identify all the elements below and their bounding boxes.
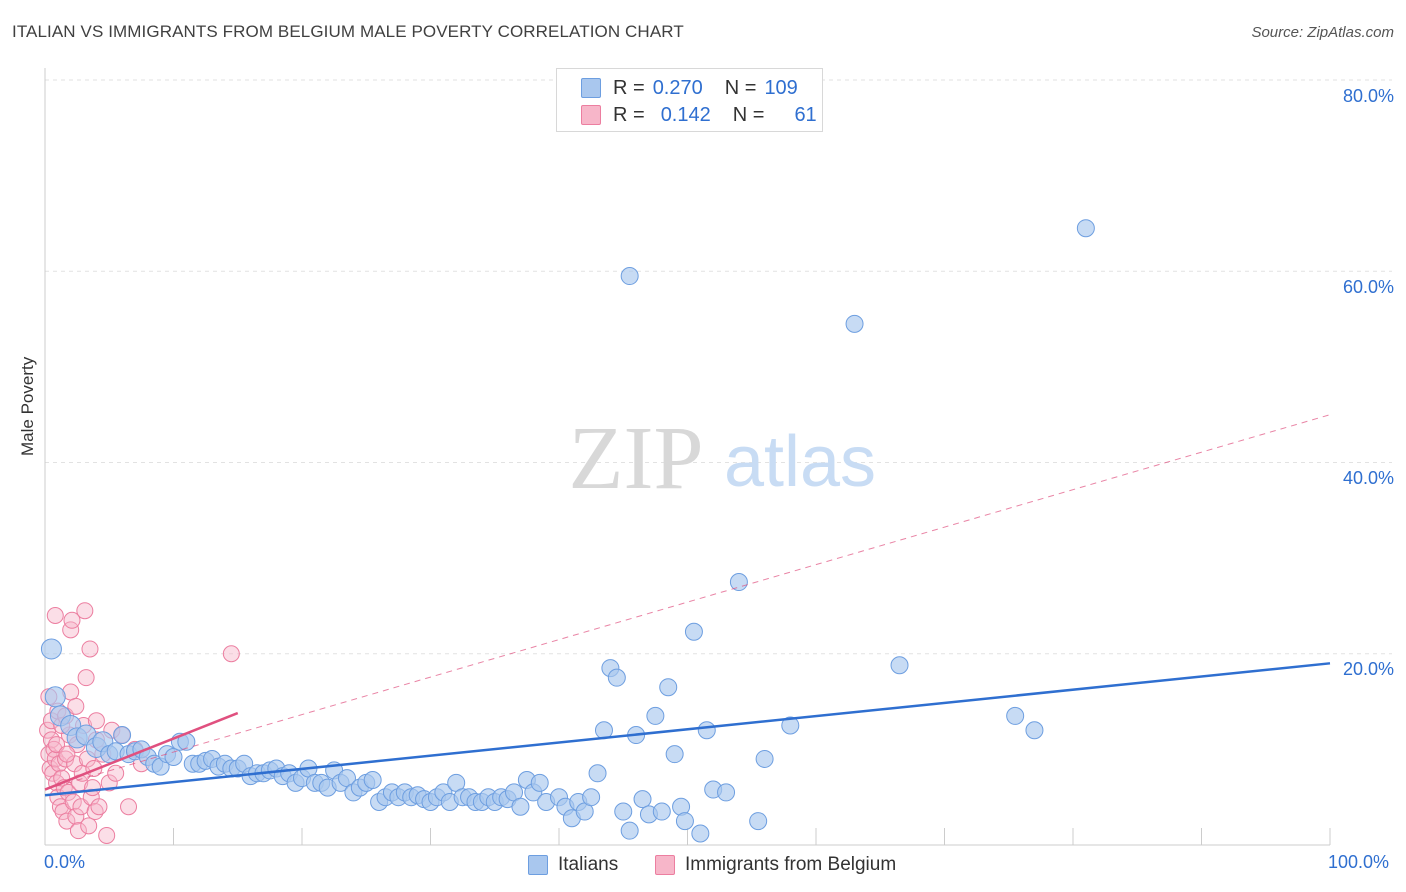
belgium-point [67, 697, 85, 715]
y-tick-80: 80.0% [1342, 86, 1394, 106]
legend-row-italians: R = 0.270 N = 109 [581, 75, 798, 101]
belgium-trend-extension [44, 414, 1331, 791]
italians-point [113, 726, 132, 745]
italians-point [44, 686, 66, 708]
belgium-point [120, 798, 138, 816]
bottom-legend-belgium: Immigrants from Belgium [655, 852, 896, 878]
bottom-legend-label: Italians [558, 854, 619, 875]
y-tick-40: 40.0% [1342, 468, 1394, 488]
x-tick-min: 0.0% [44, 852, 86, 872]
italians-trend-line [44, 662, 1331, 797]
italians-point [620, 267, 639, 286]
legend-row-belgium: R = 0.142 N = 61 [581, 102, 817, 128]
bottom-legend-label: Immigrants from Belgium [685, 854, 897, 875]
legend-n-value: 61 [794, 103, 817, 126]
italians-point [652, 802, 671, 821]
legend: R = 0.270 N = 109 R = 0.142 N = 61 [556, 68, 823, 132]
legend-n-label: N = [724, 76, 757, 99]
y-tick-20: 20.0% [1342, 659, 1394, 679]
legend-n-label: N = [732, 103, 765, 126]
belgium-point [44, 764, 62, 782]
italians-point [1006, 706, 1025, 725]
italians-point [845, 314, 864, 333]
belgium-point [41, 760, 59, 777]
x-tick-max: 100.0% [1328, 852, 1390, 872]
grid-lines [45, 79, 1392, 655]
italians-point [729, 573, 748, 592]
italians-point [1076, 219, 1095, 238]
belgium-point [58, 745, 76, 763]
belgium-point [98, 826, 116, 844]
italians-point [363, 770, 382, 789]
italians-point [588, 764, 607, 783]
italians-point [675, 812, 694, 831]
italians-point [755, 749, 774, 768]
belgium-point [77, 669, 95, 687]
italians-point [781, 716, 800, 735]
belgium-point [84, 779, 102, 797]
belgium-point [107, 764, 125, 782]
belgium-point [100, 774, 118, 792]
italians-point [1025, 721, 1044, 740]
legend-n-value: 109 [764, 76, 798, 99]
italians-point [620, 821, 639, 840]
belgium-trend-line [44, 711, 239, 791]
y-axis-label: Male Poverty [18, 356, 37, 456]
belgium-point [69, 822, 87, 840]
legend-r-value: 0.142 [660, 103, 711, 126]
chart-title: ITALIAN VS IMMIGRANTS FROM BELGIUM MALE … [12, 22, 684, 41]
legend-r-value: 0.270 [652, 76, 703, 99]
belgium-point [90, 798, 108, 816]
italians-point [530, 773, 549, 792]
belgium-point [80, 817, 98, 835]
bottom-legend-swatch-pink [655, 855, 675, 875]
watermark-zip: ZIP [569, 409, 704, 508]
watermark-atlas: atlas [724, 422, 876, 502]
belgium-point [51, 798, 69, 816]
belgium-point [63, 611, 81, 629]
italians-point [511, 797, 530, 816]
italians-point [646, 706, 665, 725]
belgium-point [222, 645, 240, 663]
italians-point [717, 783, 736, 802]
legend-swatch-pink [581, 105, 601, 125]
italians-point [40, 638, 62, 660]
legend-r-label: R = [613, 76, 645, 99]
source-label: Source: ZipAtlas.com [1251, 24, 1394, 41]
belgium-point [58, 812, 76, 830]
belgium-point [67, 807, 85, 825]
italians-point [890, 656, 909, 675]
italians-point [665, 745, 684, 764]
series-italians [40, 219, 1095, 843]
italians-point [614, 802, 633, 821]
belgium-point [81, 640, 99, 658]
italians-point [607, 668, 626, 687]
italians-point [633, 790, 652, 809]
italians-point [684, 622, 703, 641]
belgium-point [76, 602, 94, 620]
italians-point [582, 788, 601, 807]
italians-point [691, 824, 710, 843]
italians-point [659, 678, 678, 697]
italians-point [697, 721, 716, 740]
legend-swatch-blue [581, 78, 601, 98]
italians-point [164, 748, 183, 767]
italians-point [749, 812, 768, 831]
y-tick-60: 60.0% [1342, 277, 1394, 297]
belgium-point [87, 712, 105, 730]
belgium-point [42, 731, 60, 749]
belgium-point [46, 607, 64, 624]
bottom-legend-swatch-blue [528, 855, 548, 875]
legend-r-label: R = [613, 103, 645, 126]
bottom-legend-italians: Italians [528, 852, 618, 878]
trend-lines [44, 414, 1331, 797]
